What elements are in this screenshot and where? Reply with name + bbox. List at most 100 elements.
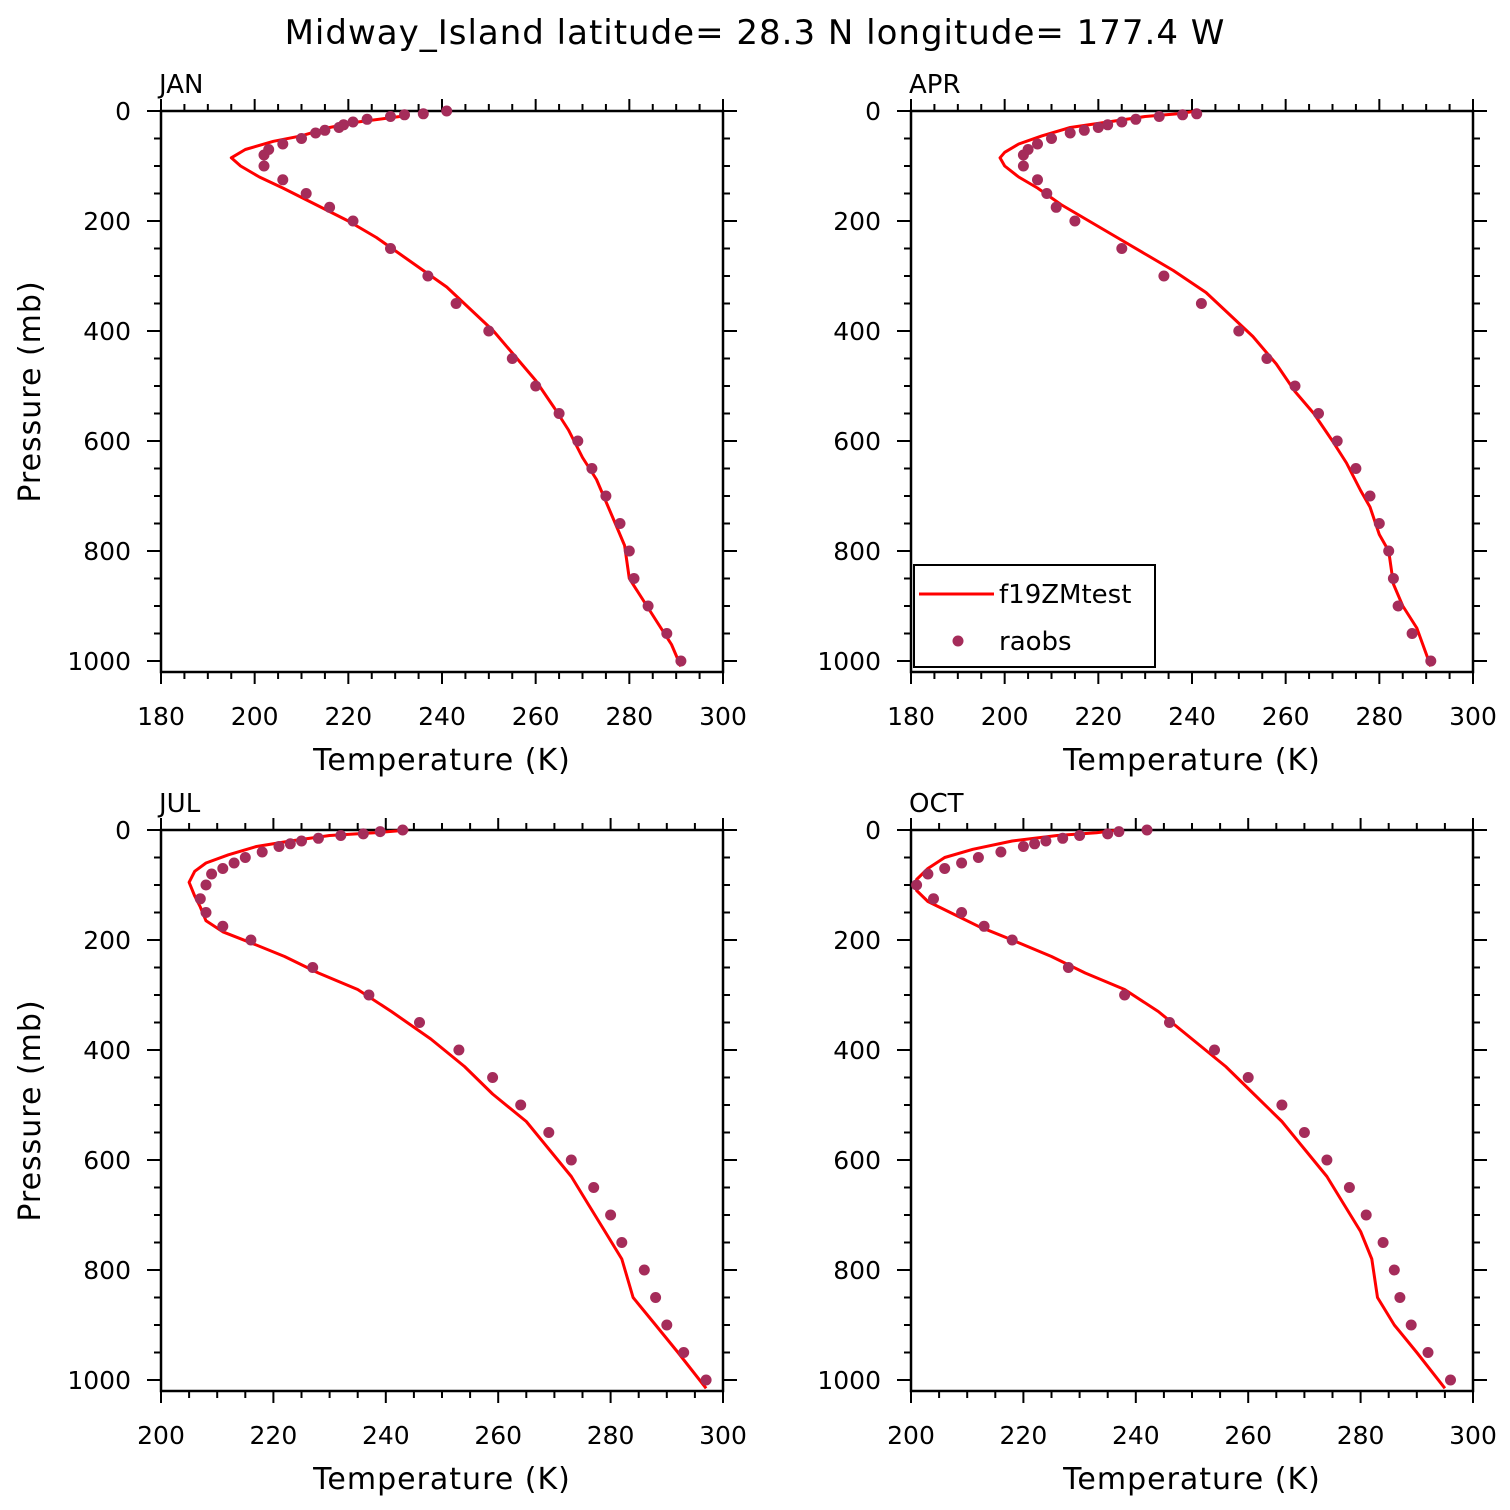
obs-point: [450, 298, 462, 309]
obs-point: [586, 463, 598, 474]
obs-point: [277, 174, 289, 186]
y-tick-label: 200: [83, 926, 131, 955]
obs-point: [397, 824, 409, 836]
y-tick-label: 1000: [67, 1366, 131, 1395]
obs-point: [1006, 934, 1018, 946]
y-tick-label: 0: [115, 816, 131, 845]
obs-point: [1041, 188, 1053, 199]
obs-point: [1209, 1044, 1220, 1056]
panel-title: APR: [909, 70, 961, 100]
obs-point: [553, 408, 565, 419]
y-tick-label: 200: [833, 926, 881, 955]
obs-point: [296, 133, 307, 144]
y-tick-label: 800: [833, 537, 881, 566]
obs-point: [1141, 824, 1153, 836]
y-tick-label: 600: [833, 1146, 881, 1175]
obs-point: [284, 838, 296, 850]
x-tick-label: 240: [362, 1421, 410, 1450]
panel-oct: 200 220 240 260 280 300 0 200 400 600 800 1000 OCT Te…: [817, 789, 1496, 1497]
obs-point: [357, 828, 369, 840]
y-tick-label: 800: [83, 537, 131, 566]
obs-point: [312, 832, 324, 844]
obs-point: [1387, 573, 1399, 584]
x-tick-label: 260: [1262, 702, 1310, 731]
obs-point: [1392, 600, 1404, 612]
obs-point: [1102, 119, 1114, 131]
obs-point: [1074, 830, 1086, 841]
obs-point: [1406, 628, 1418, 639]
x-tick-label: 280: [605, 702, 653, 731]
obs-point: [1017, 841, 1029, 852]
figure-title: Midway_Island latitude= 28.3 N longitude…: [285, 13, 1226, 53]
obs-point: [1373, 518, 1385, 529]
obs-point: [506, 353, 518, 364]
obs-point: [1313, 408, 1324, 419]
x-tick-label: 240: [1168, 702, 1216, 731]
obs-point: [588, 1182, 600, 1193]
obs-point: [361, 113, 373, 125]
obs-point: [911, 879, 923, 891]
obs-point: [453, 1044, 465, 1056]
obs-point: [605, 1209, 617, 1221]
obs-point: [385, 111, 396, 122]
x-tick-label: 300: [1449, 1421, 1497, 1450]
x-tick-label: 260: [1224, 1421, 1272, 1450]
obs-point: [296, 835, 307, 847]
plot-data: [187, 828, 708, 1390]
x-tick-label: 200: [981, 702, 1029, 731]
x-tick-label: 220: [324, 702, 372, 731]
obs-point: [1116, 243, 1128, 254]
obs-point: [1078, 124, 1090, 136]
obs-point: [483, 325, 495, 337]
obs-point: [374, 826, 386, 838]
obs-point: [277, 138, 289, 150]
plot-frame: [159, 109, 725, 674]
x-axis-label: Temperature (K): [1062, 743, 1321, 778]
legend-label-model: f19ZMtest: [999, 580, 1131, 610]
obs-point: [661, 1319, 673, 1331]
x-tick-label: 220: [250, 1421, 298, 1450]
x-axis-label: Temperature (K): [312, 1462, 571, 1497]
obs-point: [1050, 201, 1062, 213]
y-tick-label: 200: [833, 207, 881, 236]
panel-jan: 180 200 220 240 260 280 300 0 200 400 600 800 1000 JA…: [13, 70, 747, 778]
obs-point: [414, 1017, 425, 1028]
y-tick-label: 0: [865, 97, 881, 126]
y-axis-label: Pressure (mb): [13, 999, 48, 1221]
y-tick-label: 1000: [817, 1366, 881, 1395]
obs-point: [623, 545, 635, 557]
x-tick-label: 200: [887, 1421, 935, 1450]
obs-point: [1331, 435, 1343, 447]
y-tick-label: 1000: [67, 647, 131, 676]
series-line-f19ZMtest: [915, 828, 1447, 1390]
obs-point: [417, 108, 429, 120]
obs-point: [614, 518, 626, 529]
panel-title: OCT: [909, 789, 964, 819]
obs-point: [217, 863, 229, 874]
x-tick-label: 280: [1355, 702, 1403, 731]
x-tick-label: 220: [1074, 702, 1122, 731]
x-tick-label: 260: [512, 702, 560, 731]
x-tick-label: 200: [231, 702, 279, 731]
obs-point: [347, 116, 359, 128]
obs-point: [258, 160, 270, 172]
obs-point: [258, 149, 270, 161]
obs-point: [1360, 1209, 1372, 1221]
obs-point: [1032, 138, 1043, 150]
panel-title: JUL: [157, 789, 201, 819]
y-tick-label: 600: [83, 1146, 131, 1175]
obs-point: [600, 490, 612, 502]
obs-point: [939, 863, 951, 874]
y-tick-label: 1000: [817, 647, 881, 676]
y-tick-label: 400: [833, 1036, 881, 1065]
obs-point: [363, 989, 375, 1001]
y-tick-label: 400: [833, 317, 881, 346]
obs-point: [206, 868, 218, 880]
x-tick-label: 300: [699, 702, 747, 731]
obs-point: [1383, 545, 1395, 557]
panel-title: JAN: [157, 70, 203, 100]
obs-point: [1289, 380, 1301, 392]
obs-point: [324, 201, 336, 213]
obs-point: [1233, 325, 1245, 337]
obs-point: [1164, 1017, 1175, 1028]
